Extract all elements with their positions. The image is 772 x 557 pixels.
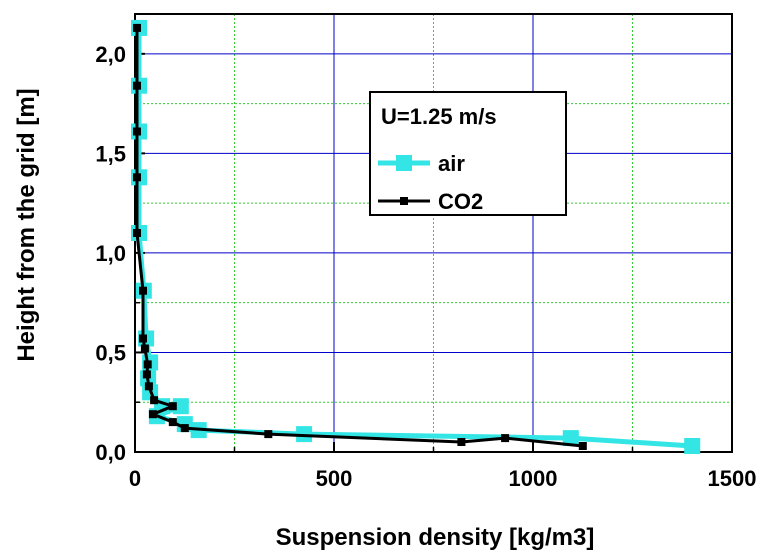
tick-labels: 0 500 1000 1500 0,0 0,5 1,0 1,5 2,0 — [95, 42, 756, 491]
data-point-co2 — [264, 430, 273, 439]
x-tick-label: 1500 — [708, 466, 757, 491]
data-point-co2 — [578, 442, 587, 450]
data-point-air — [684, 438, 701, 454]
y-tick-label: 0,0 — [95, 440, 126, 465]
legend: U=1.25 m/s air CO2 — [369, 91, 567, 216]
series-line-air — [136, 27, 693, 449]
x-tick-label: 1000 — [509, 466, 558, 491]
data-point-co2 — [140, 344, 149, 353]
data-point-co2 — [148, 410, 157, 419]
legend-entry-co2: CO2 — [378, 189, 483, 214]
x-tick-label: 500 — [316, 466, 353, 491]
y-tick-label: 0,5 — [95, 340, 126, 365]
y-tick-label: 2,0 — [95, 42, 126, 67]
legend-co2-label: CO2 — [438, 189, 483, 214]
series-co2 — [133, 23, 587, 450]
data-point-co2 — [133, 173, 141, 182]
series-line-co2 — [135, 27, 583, 448]
data-point-co2 — [144, 382, 153, 391]
data-point-co2 — [142, 370, 151, 379]
data-point-co2 — [180, 424, 189, 433]
data-point-co2 — [501, 434, 510, 443]
data-point-co2 — [133, 81, 141, 90]
series-layer — [131, 19, 701, 454]
x-axis-title: Suspension density [kg/m3] — [276, 524, 595, 551]
legend-entry-air: air — [378, 151, 465, 176]
legend-box — [369, 91, 567, 216]
legend-co2-marker — [400, 197, 408, 205]
data-point-air — [562, 430, 579, 447]
x-tick-label: 0 — [129, 466, 141, 491]
data-point-co2 — [139, 334, 147, 343]
legend-title: U=1.25 m/s — [381, 104, 497, 129]
data-point-co2 — [133, 23, 141, 32]
data-point-co2 — [168, 418, 177, 427]
data-point-co2 — [139, 286, 147, 295]
y-tick-label: 1,0 — [95, 241, 126, 266]
y-tick-label: 1,5 — [95, 141, 126, 166]
data-point-co2 — [457, 438, 466, 446]
data-point-co2 — [168, 402, 177, 411]
legend-air-marker — [396, 155, 412, 171]
data-point-co2 — [143, 360, 152, 369]
data-point-co2 — [133, 127, 141, 136]
legend-air-label: air — [438, 151, 465, 176]
series-air — [131, 19, 701, 454]
data-point-co2 — [150, 396, 159, 405]
major-grid — [135, 14, 732, 452]
y-axis-title: Height from the grid [m] — [13, 88, 40, 361]
data-point-co2 — [133, 229, 141, 237]
minor-grid — [135, 14, 732, 452]
